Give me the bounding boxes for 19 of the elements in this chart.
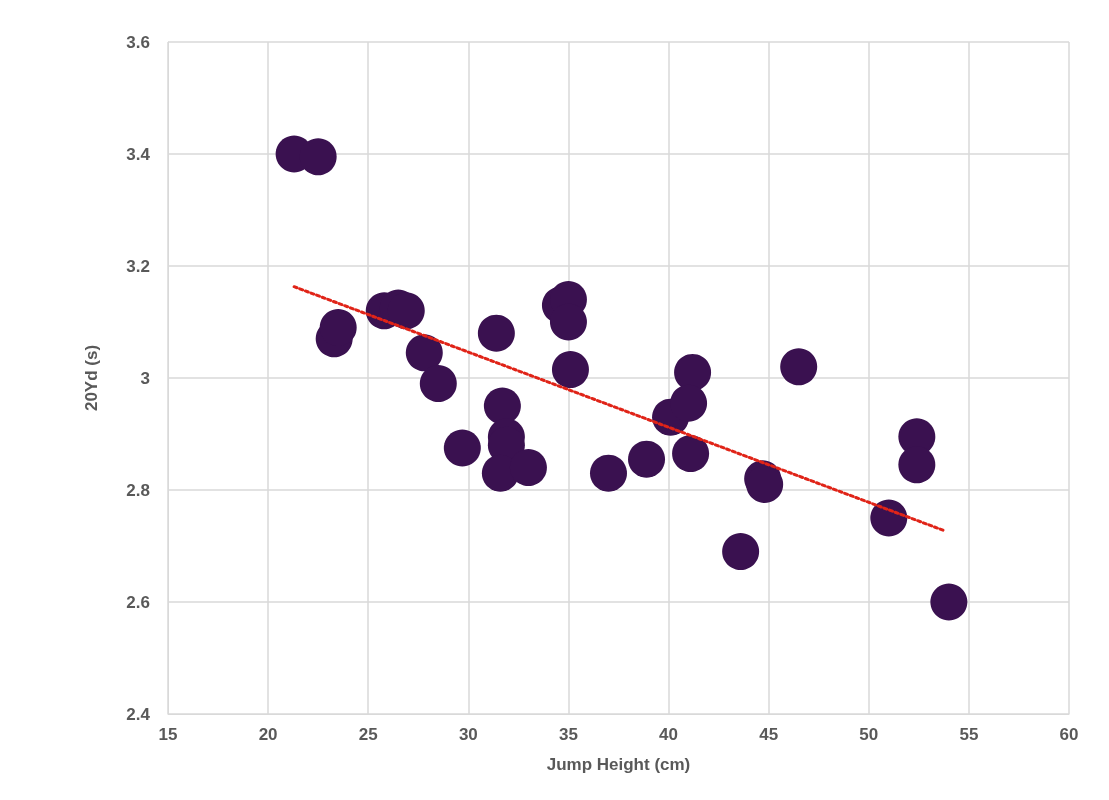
x-tick-label: 15 <box>158 725 178 744</box>
y-tick-label: 3.4 <box>126 144 151 164</box>
x-axis-title: Jump Height (cm) <box>546 755 691 774</box>
y-tick-label: 2.8 <box>126 480 150 500</box>
y-tick-label: 2.4 <box>126 704 151 724</box>
x-tick-label: 40 <box>659 725 679 744</box>
y-tick-label: 3.6 <box>126 32 150 52</box>
y-axis-title: 20Yd (s) <box>82 344 101 412</box>
y-tick-label: 3 <box>140 368 150 388</box>
x-tick-label: 35 <box>558 725 578 744</box>
x-tick-label: 60 <box>1059 725 1079 744</box>
x-tick-label: 45 <box>759 725 779 744</box>
x-tick-label: 50 <box>859 725 879 744</box>
y-tick-label: 3.2 <box>126 256 150 276</box>
x-tick-label: 25 <box>358 725 378 744</box>
x-tick-label: 55 <box>959 725 979 744</box>
x-tick-label: 30 <box>458 725 478 744</box>
x-tick-label: 20 <box>258 725 278 744</box>
y-tick-label: 2.6 <box>126 592 150 612</box>
